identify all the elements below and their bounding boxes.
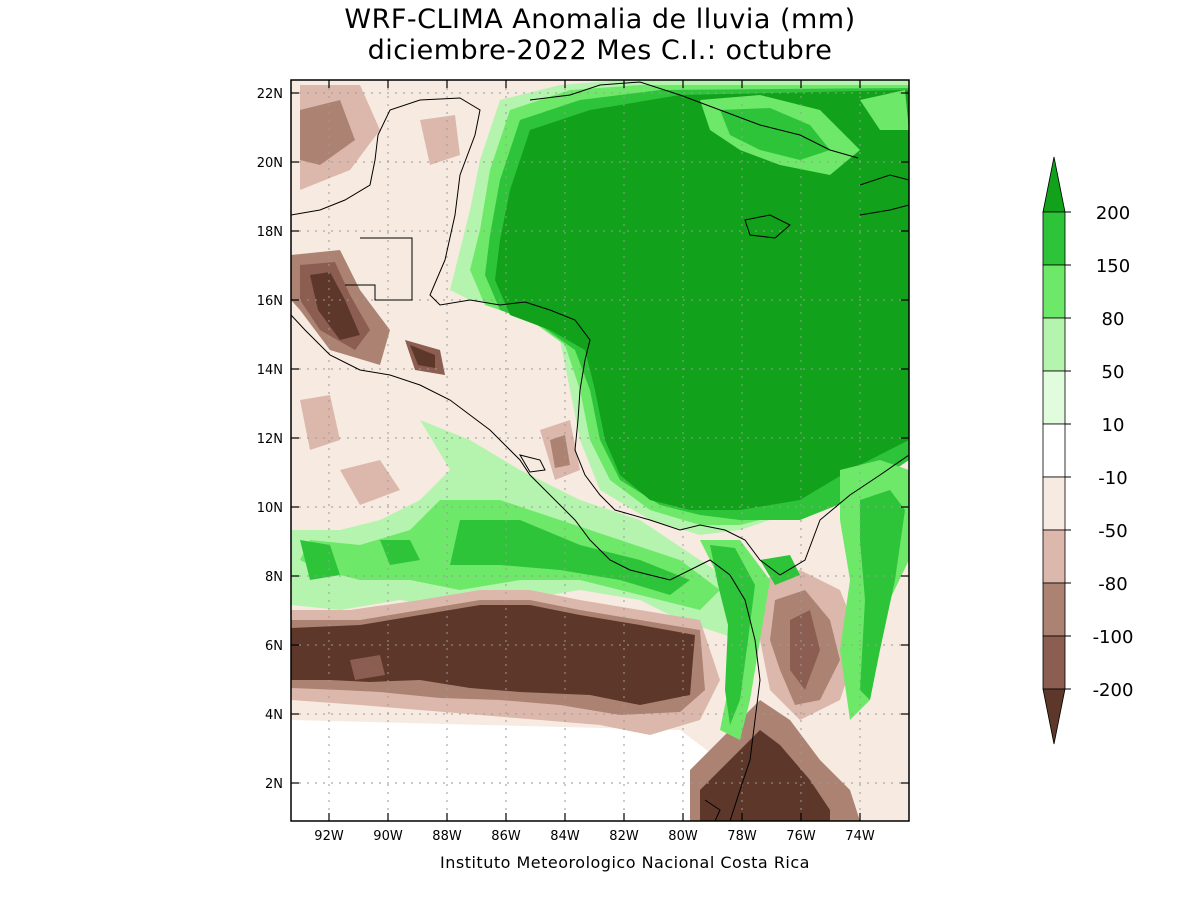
x-tick-label: 78W xyxy=(727,829,757,844)
legend-swatch xyxy=(1042,635,1066,690)
map-title: WRF-CLIMA Anomalia de lluvia (mm) xyxy=(344,4,856,35)
legend-swatch xyxy=(1042,529,1066,584)
graticule xyxy=(291,80,909,821)
map-frame xyxy=(290,79,910,822)
x-tick-label: 82W xyxy=(609,829,639,844)
legend-swatch xyxy=(1042,317,1066,372)
legend-swatch xyxy=(1042,156,1066,213)
y-tick-label: 14N xyxy=(257,363,283,378)
legend-label: 10 xyxy=(1102,415,1125,436)
legend-swatch xyxy=(1042,476,1066,531)
y-tick-label: 12N xyxy=(257,432,283,447)
legend-swatch xyxy=(1042,370,1066,425)
y-tick-label: 6N xyxy=(265,639,283,654)
legend-label: -100 xyxy=(1093,627,1134,648)
x-tick-label: 84W xyxy=(550,829,580,844)
legend-label: 80 xyxy=(1102,309,1125,330)
legend-label: -10 xyxy=(1098,468,1127,489)
legend-swatch xyxy=(1042,688,1066,745)
legend-label: 150 xyxy=(1096,256,1130,277)
anomaly-field xyxy=(291,80,909,821)
y-tick-label: 8N xyxy=(265,570,283,585)
legend-label: 200 xyxy=(1096,203,1130,224)
axis-tick-labels: 92W 90W 88W 86W 84W 82W 80W 78W 76W 74W 2N 4N 6N 8N 10… xyxy=(257,87,875,844)
x-tick-label: 90W xyxy=(373,829,403,844)
legend-label: -80 xyxy=(1098,574,1127,595)
y-tick-label: 10N xyxy=(257,501,283,516)
coastlines xyxy=(291,81,909,821)
x-tick-label: 76W xyxy=(786,829,816,844)
x-tick-label: 92W xyxy=(314,829,344,844)
y-tick-label: 4N xyxy=(265,708,283,723)
y-tick-label: 22N xyxy=(257,87,283,102)
axis-ticks xyxy=(291,80,909,821)
map-subtitle: diciembre-2022 Mes C.I.: octubre xyxy=(367,35,833,66)
legend-label: -50 xyxy=(1098,521,1127,542)
y-tick-label: 16N xyxy=(257,294,283,309)
legend-swatch xyxy=(1042,582,1066,637)
legend-swatch xyxy=(1042,211,1066,266)
legend-label: 50 xyxy=(1102,362,1125,383)
x-tick-label: 86W xyxy=(491,829,521,844)
y-tick-label: 20N xyxy=(257,156,283,171)
x-tick-label: 74W xyxy=(845,829,875,844)
institution-credit: Instituto Meteorologico Nacional Costa R… xyxy=(440,853,810,872)
y-tick-label: 18N xyxy=(257,225,283,240)
y-tick-label: 2N xyxy=(265,777,283,792)
legend-swatch xyxy=(1042,264,1066,319)
legend-swatch xyxy=(1042,423,1066,478)
x-tick-label: 80W xyxy=(668,829,698,844)
legend-label: -200 xyxy=(1093,680,1134,701)
color-legend: 200 150 80 50 10 -10 -50 -80 -100 -200 xyxy=(1042,156,1134,745)
x-tick-label: 88W xyxy=(432,829,462,844)
